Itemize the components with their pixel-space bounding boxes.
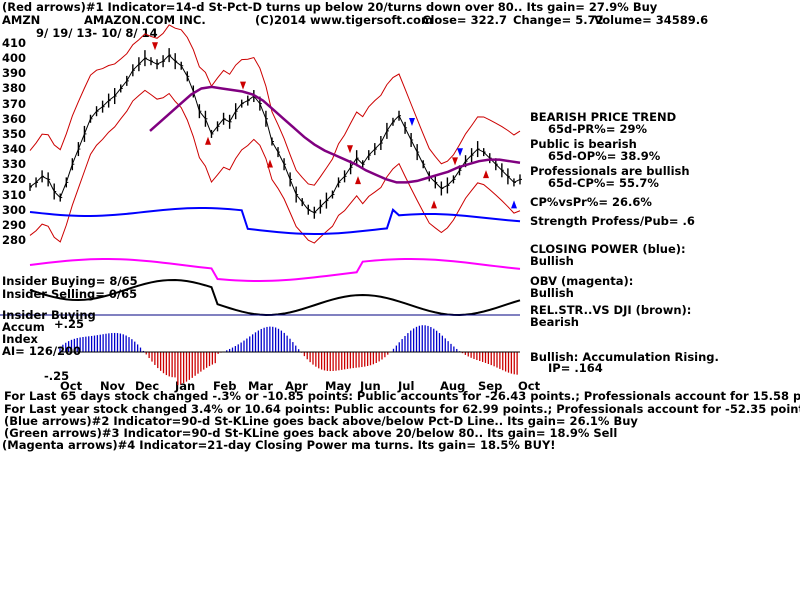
relstr-label: REL.STR..VS DJI (brown): <box>530 303 692 317</box>
arrow-up-icon <box>267 159 273 168</box>
trend-title: BEARISH PRICE TREND <box>530 110 677 124</box>
month-tick-label: Dec <box>135 379 160 393</box>
arrow-down-icon <box>240 81 246 90</box>
arrow-down-icon <box>152 42 158 51</box>
accum-label: Accum <box>2 320 45 334</box>
price-tick-label: 380 <box>2 81 27 96</box>
price-tick-label: 360 <box>2 111 27 126</box>
month-tick-label: Aug <box>440 379 466 393</box>
month-tick-label: Sep <box>478 379 503 393</box>
price-tick-label: 400 <box>2 51 27 66</box>
month-tick-label: Jun <box>360 379 381 393</box>
indicator-1-text: (Red arrows)#1 Indicator=14-d St-Pct-D t… <box>2 0 658 14</box>
arrow-down-icon <box>457 148 463 157</box>
month-tick-label: Oct <box>60 379 83 393</box>
ai-value: AI= 126/200 <box>2 344 82 358</box>
pr-value: 65d-PR%= 29% <box>548 122 647 136</box>
insider-buying-2: Insider Buying <box>2 308 96 322</box>
footer-line-3: (Blue arrows)#2 Indicator=90-d St-KLine … <box>4 414 638 428</box>
price-tick-label: 310 <box>2 187 27 202</box>
closing-power-state: Bullish <box>530 254 574 268</box>
ticker: AMZN <box>2 13 41 27</box>
month-tick-label: May <box>325 379 352 393</box>
arrow-up-icon <box>431 200 437 209</box>
price-tick-label: 410 <box>2 36 27 50</box>
month-tick-label: Nov <box>100 379 126 393</box>
lower-band <box>29 89 521 244</box>
month-tick-label: Jan <box>175 379 196 393</box>
moving-average-line <box>149 85 521 184</box>
arrow-up-icon <box>511 200 517 209</box>
footer-line-5: (Magenta arrows)#4 Indicator=21-day Clos… <box>2 438 556 452</box>
obv-label: OBV (magenta): <box>530 274 634 288</box>
price-tick-label: 390 <box>2 66 27 81</box>
closing-power-line <box>29 207 521 235</box>
price-tick-label: 340 <box>2 142 27 157</box>
close-value: Close= 322.7 <box>422 13 507 27</box>
price-tick-label: 300 <box>2 202 27 217</box>
insider-buying: Insider Buying= 8/65 <box>2 274 138 288</box>
footer-line-2: For Last year stock changed 3.4% or 10.6… <box>4 402 800 416</box>
month-tick-label: Oct <box>518 379 541 393</box>
upper-band <box>29 24 521 186</box>
price-tick-label: 320 <box>2 172 27 187</box>
ip-value: IP= .164 <box>548 361 603 375</box>
index-label: Index <box>2 332 38 346</box>
op-value: 65d-OP%= 38.9% <box>548 149 661 163</box>
footer-line-4: (Green arrows)#3 Indicator=90-d St-KLine… <box>4 426 618 440</box>
insider-selling: Insider Selling= 0/65 <box>2 287 138 301</box>
volume-value: Volume= 34589.6 <box>594 13 709 27</box>
cp-value: 65d-CP%= 55.7% <box>548 176 659 190</box>
strength-value: Strength Profess/Pub= .6 <box>530 214 695 228</box>
arrow-down-icon <box>347 145 353 154</box>
month-tick-label: Feb <box>213 379 237 393</box>
change-value: Change= 5.72 <box>513 13 604 27</box>
price-tick-label: 290 <box>2 217 27 232</box>
obv-line <box>29 258 521 282</box>
month-tick-label: Jul <box>398 379 415 393</box>
obv-state: Bullish <box>530 286 574 300</box>
closing-power-label: CLOSING POWER (blue): <box>530 242 686 256</box>
month-tick-label: Mar <box>248 379 273 393</box>
accumulation-status: Bullish: Accumulation Rising. <box>530 350 719 364</box>
professionals-status: Professionals are bullish <box>530 164 690 178</box>
arrow-up-icon <box>483 170 489 179</box>
footer-line-1: For Last 65 days stock changed -.3% or -… <box>4 389 800 403</box>
price-tick-label: 350 <box>2 126 27 141</box>
arrow-up-icon <box>205 136 211 145</box>
cp-vs-pr: CP%vsPr%= 26.6% <box>530 195 652 209</box>
company-name: AMAZON.COM INC. <box>84 13 206 27</box>
public-status: Public is bearish <box>530 137 637 151</box>
date-range: 9/ 19/ 13- 10/ 8/ 14 <box>36 26 158 40</box>
accum-minus-tick: -.25 <box>44 369 70 383</box>
relstr-state: Bearish <box>530 315 579 329</box>
arrow-up-icon <box>355 176 361 185</box>
copyright: (C)2014 www.tigersoft.com <box>255 13 433 27</box>
arrow-down-icon <box>409 117 415 126</box>
price-tick-label: 370 <box>2 96 27 111</box>
price-tick-label: 330 <box>2 157 27 172</box>
month-tick-label: Apr <box>285 379 308 393</box>
price-line <box>29 54 521 214</box>
arrow-down-icon <box>452 157 458 166</box>
price-tick-label: 280 <box>2 233 27 247</box>
accum-plus-tick: +.25 <box>54 317 85 331</box>
